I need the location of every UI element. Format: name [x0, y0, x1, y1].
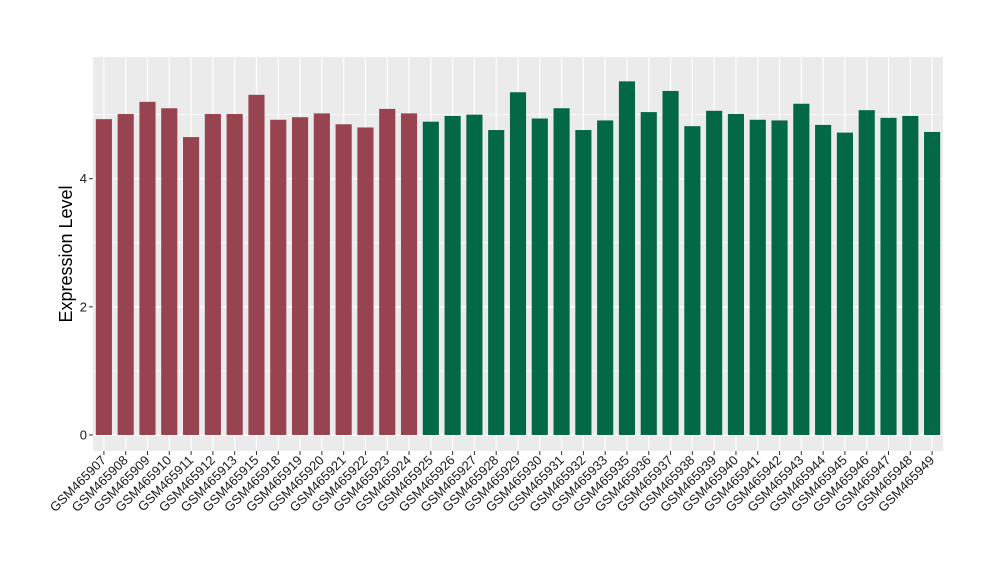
bar: [880, 117, 897, 435]
bar: [793, 103, 810, 435]
bar: [444, 115, 461, 435]
bar: [466, 114, 483, 435]
bar: [749, 119, 766, 435]
bars: [95, 81, 941, 435]
bar: [706, 110, 723, 435]
bar: [618, 81, 636, 435]
bar: [858, 110, 875, 435]
bar: [422, 121, 439, 435]
bar: [270, 119, 287, 435]
bar: [183, 137, 200, 435]
bar: [815, 124, 832, 435]
bar: [575, 130, 592, 435]
bar: [161, 108, 178, 435]
y-tick-label: 0: [80, 427, 87, 442]
bar: [248, 94, 265, 435]
bar: [204, 114, 221, 435]
bar: [771, 120, 788, 435]
bar: [640, 112, 657, 435]
bar: [291, 117, 309, 435]
bar: [597, 120, 614, 435]
bar: [902, 115, 919, 435]
bar: [553, 108, 570, 435]
bar: [531, 118, 548, 435]
y-axis: 0 2 4: [80, 171, 93, 442]
bar: [836, 132, 853, 435]
bar: [357, 127, 374, 435]
bar: [662, 90, 679, 435]
bar: [117, 114, 134, 435]
y-tick-label: 2: [80, 299, 87, 314]
bar: [95, 119, 112, 435]
bar: [684, 126, 701, 435]
bar: [488, 130, 505, 435]
bar: [335, 124, 352, 435]
bar: [139, 101, 156, 435]
y-tick-label: 4: [80, 171, 87, 186]
bar: [313, 113, 330, 435]
x-axis: GSM465907GSM465908GSM465909GSM465910GSM4…: [47, 451, 937, 515]
bar: [379, 108, 396, 435]
bar: [226, 114, 243, 435]
y-axis-title: Expression Level: [56, 185, 76, 322]
bar: [509, 92, 527, 435]
bar: [924, 131, 941, 435]
bar: [727, 114, 745, 435]
bar: [400, 113, 418, 435]
